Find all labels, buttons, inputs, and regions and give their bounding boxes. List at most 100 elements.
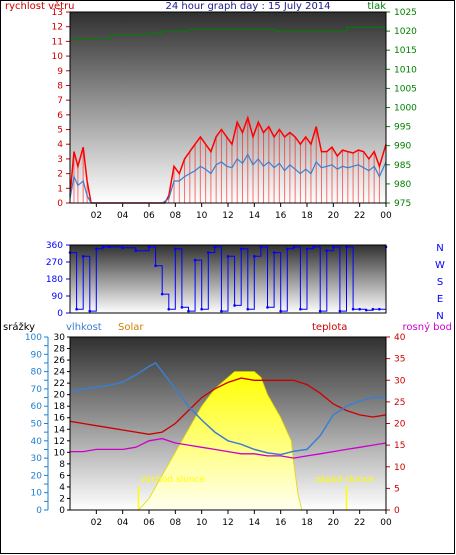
rain-tick-label: 40 bbox=[31, 437, 43, 447]
pressure-tick-label: 1025 bbox=[394, 8, 417, 18]
wind-tick-label: 8 bbox=[57, 81, 63, 91]
rain-tick-label: 70 bbox=[31, 385, 43, 395]
x-tick-label: 04 bbox=[117, 518, 129, 528]
temperature-tick-label: 40 bbox=[394, 333, 406, 343]
pressure-tick-label: 985 bbox=[394, 161, 411, 171]
solar-area bbox=[137, 371, 303, 511]
rain-tick-label: 100 bbox=[25, 333, 42, 343]
wind-plot-area bbox=[70, 12, 386, 203]
direction-point bbox=[134, 249, 138, 252]
humidity-tick-label: 8 bbox=[59, 460, 65, 470]
humidity-line bbox=[69, 362, 386, 456]
wind-tick-label: 1 bbox=[57, 184, 63, 194]
pressure-tick-label: 1005 bbox=[394, 84, 417, 94]
direction-tick-label: 360 bbox=[46, 241, 63, 251]
pressure-tick-label: 990 bbox=[394, 142, 411, 152]
wind-tick-label: 7 bbox=[57, 96, 63, 106]
direction-point bbox=[187, 309, 190, 313]
humidity-tick-label: 10 bbox=[54, 448, 66, 458]
direction-point bbox=[154, 264, 157, 268]
direction-point bbox=[272, 251, 276, 254]
direction-point bbox=[246, 307, 250, 311]
temperature-tick-label: 5 bbox=[394, 484, 400, 494]
humidity-tick-label: 12 bbox=[54, 437, 65, 447]
humidity-label: vlhkost bbox=[66, 322, 102, 333]
x-tick-label: 12 bbox=[222, 518, 233, 528]
sunset-label: západ slunce bbox=[315, 475, 375, 485]
rain-tick-label: 90 bbox=[31, 350, 43, 360]
wind-tick-label: 3 bbox=[57, 155, 63, 165]
rain-tick-label: 0 bbox=[36, 506, 42, 516]
humidity-tick-label: 26 bbox=[54, 356, 66, 366]
humidity-tick-label: 24 bbox=[54, 368, 66, 378]
temperature-tick-label: 0 bbox=[394, 506, 400, 516]
pressure-tick-label: 1020 bbox=[394, 27, 417, 37]
rain-tick-label: 30 bbox=[31, 454, 43, 464]
humidity-tick-label: 16 bbox=[54, 414, 66, 424]
solar-label: Solar bbox=[118, 322, 144, 333]
wind-tick-label: 5 bbox=[57, 126, 63, 136]
direction-point bbox=[81, 255, 85, 258]
direction-point bbox=[147, 245, 151, 249]
direction-point bbox=[299, 307, 302, 311]
temperature-tick-label: 15 bbox=[394, 441, 405, 451]
direction-point bbox=[285, 247, 289, 251]
direction-point bbox=[351, 307, 355, 311]
direction-point bbox=[358, 307, 361, 311]
direction-tick-label: 0 bbox=[57, 309, 63, 319]
x-tick-label: 22 bbox=[354, 211, 365, 221]
x-tick-label: 18 bbox=[301, 518, 313, 528]
temperature-label: teplota bbox=[312, 322, 347, 333]
direction-point bbox=[200, 307, 203, 311]
dewpoint-label: rosný bod bbox=[403, 321, 452, 333]
humidity-tick-label: 18 bbox=[54, 402, 66, 412]
x-tick-label: 06 bbox=[143, 518, 155, 528]
x-tick-label: 14 bbox=[249, 518, 261, 528]
direction-tick-label: 270 bbox=[46, 258, 63, 268]
pressure-tick-label: 995 bbox=[394, 123, 411, 133]
compass-label: W bbox=[435, 260, 445, 271]
x-tick-label: 10 bbox=[196, 518, 208, 528]
pressure-tick-label: 975 bbox=[394, 199, 411, 209]
direction-point bbox=[325, 249, 329, 252]
direction-point bbox=[167, 307, 171, 311]
direction-plot-border bbox=[69, 244, 387, 314]
x-tick-label: 02 bbox=[91, 518, 102, 528]
rain-tick-label: 50 bbox=[31, 420, 43, 430]
wind-tick-label: 9 bbox=[57, 67, 63, 77]
sunrise-label: východ slunce bbox=[140, 475, 205, 485]
wind-tick-label: 12 bbox=[52, 23, 63, 33]
temperature-line bbox=[69, 377, 387, 435]
compass-label: N bbox=[436, 311, 443, 322]
humidity-tick-label: 22 bbox=[54, 379, 65, 389]
temperature-tick-label: 25 bbox=[394, 398, 405, 408]
x-tick-label: 20 bbox=[328, 211, 340, 221]
direction-point bbox=[108, 245, 111, 249]
direction-point bbox=[371, 307, 375, 311]
rain-tick-label: 60 bbox=[31, 402, 43, 412]
x-tick-label: 16 bbox=[275, 211, 287, 221]
direction-point bbox=[220, 309, 223, 313]
pressure-label: tlak bbox=[367, 1, 386, 12]
wind-tick-label: 13 bbox=[52, 8, 63, 18]
direction-point bbox=[279, 309, 282, 313]
direction-point bbox=[292, 245, 296, 249]
humidity-tick-label: 30 bbox=[54, 333, 66, 343]
weather-plot-border bbox=[69, 336, 387, 511]
humidity-tick-label: 14 bbox=[54, 425, 66, 435]
direction-point bbox=[226, 255, 230, 258]
temperature-tick-label: 20 bbox=[394, 420, 406, 430]
rain-tick-label: 20 bbox=[31, 471, 43, 481]
direction-point bbox=[233, 304, 236, 307]
pressure-tick-label: 980 bbox=[394, 180, 411, 190]
compass-label: S bbox=[437, 277, 443, 288]
wind-tick-label: 2 bbox=[57, 170, 63, 180]
wind-tick-label: 11 bbox=[52, 37, 63, 47]
direction-point bbox=[121, 246, 124, 250]
direction-point bbox=[206, 251, 210, 254]
temperature-tick-label: 30 bbox=[394, 376, 406, 386]
chart-title: 24 hour graph day : 15 July 2014 bbox=[165, 1, 330, 12]
pressure-tick-label: 1010 bbox=[394, 65, 417, 75]
x-tick-label: 06 bbox=[143, 211, 155, 221]
